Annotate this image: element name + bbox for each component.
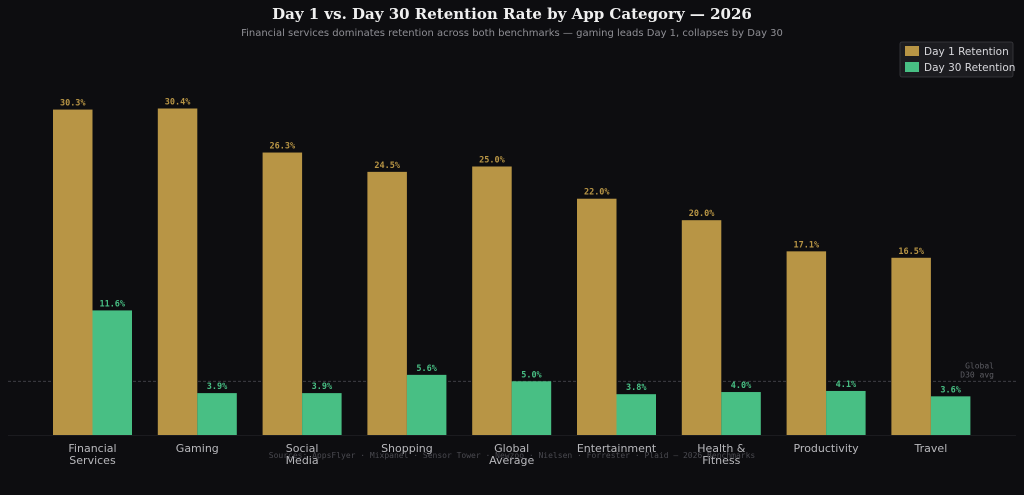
category-label: Services bbox=[69, 454, 116, 467]
category-label: Health & bbox=[697, 442, 746, 455]
category-label: Global bbox=[494, 442, 529, 455]
bar-day1 bbox=[472, 166, 512, 435]
bar-day1 bbox=[262, 152, 303, 435]
category-label: Productivity bbox=[793, 442, 859, 455]
legend-label-day1: Day 1 Retention bbox=[924, 46, 1009, 58]
data-label-day30: 5.0% bbox=[521, 370, 542, 380]
chart-subtitle: Financial services dominates retention a… bbox=[241, 28, 783, 39]
data-label-day1: 20.0% bbox=[689, 209, 715, 219]
bar-day1 bbox=[367, 171, 407, 436]
bar-day1 bbox=[681, 220, 722, 435]
legend-swatch-day30 bbox=[905, 62, 919, 72]
bar-day30 bbox=[826, 390, 866, 435]
category-label: Financial bbox=[68, 442, 116, 455]
bar-day30 bbox=[930, 396, 971, 435]
bar-day30 bbox=[721, 392, 761, 435]
reference-line-label: D30 avg bbox=[960, 370, 994, 379]
data-label-day30: 4.0% bbox=[731, 381, 752, 391]
data-label-day30: 11.6% bbox=[99, 299, 125, 309]
data-label-day1: 30.3% bbox=[60, 99, 86, 109]
data-label-day30: 3.9% bbox=[312, 382, 333, 392]
chart-title: Day 1 vs. Day 30 Retention Rate by App C… bbox=[272, 5, 752, 23]
legend-swatch-day1 bbox=[905, 46, 919, 56]
category-label: Media bbox=[286, 454, 319, 467]
data-label-day30: 3.9% bbox=[207, 382, 228, 392]
data-label-day1: 17.1% bbox=[794, 240, 820, 250]
data-label-day30: 3.8% bbox=[626, 383, 647, 393]
bar-day30 bbox=[302, 393, 342, 435]
data-label-day30: 3.6% bbox=[940, 385, 961, 395]
bar-day30 bbox=[511, 381, 552, 435]
bar-day1 bbox=[577, 198, 617, 435]
category-label: Fitness bbox=[702, 454, 740, 467]
bar-day30 bbox=[616, 394, 656, 435]
source-note: Sources: AppsFlyer · Mixpanel · Sensor T… bbox=[269, 451, 756, 460]
bar-day30 bbox=[197, 393, 237, 435]
reference-line-label: Global bbox=[965, 361, 994, 370]
category-label: Gaming bbox=[176, 442, 219, 455]
bar-day30 bbox=[406, 374, 447, 435]
category-label: Shopping bbox=[381, 442, 433, 455]
bar-day1 bbox=[157, 108, 198, 435]
bar-day1 bbox=[53, 109, 93, 436]
category-label: Social bbox=[286, 442, 319, 455]
bar-day1 bbox=[786, 251, 827, 435]
bar-day30 bbox=[92, 310, 132, 435]
data-label-day1: 24.5% bbox=[374, 161, 400, 171]
bar-day1 bbox=[891, 257, 931, 435]
data-label-day1: 16.5% bbox=[898, 247, 924, 257]
legend-label-day30: Day 30 Retention bbox=[924, 62, 1015, 74]
data-label-day1: 25.0% bbox=[479, 155, 505, 165]
data-label-day1: 22.0% bbox=[584, 188, 610, 198]
data-label-day1: 30.4% bbox=[165, 98, 191, 108]
legend-box bbox=[899, 41, 1014, 78]
data-label-day30: 5.6% bbox=[416, 364, 437, 374]
data-label-day30: 4.1% bbox=[836, 380, 857, 390]
data-label-day1: 26.3% bbox=[270, 142, 296, 152]
category-label: Average bbox=[489, 454, 534, 467]
category-label: Entertainment bbox=[577, 442, 657, 455]
category-label: Travel bbox=[914, 442, 948, 455]
legend: Day 1 Retention Day 30 Retention bbox=[899, 41, 1015, 78]
